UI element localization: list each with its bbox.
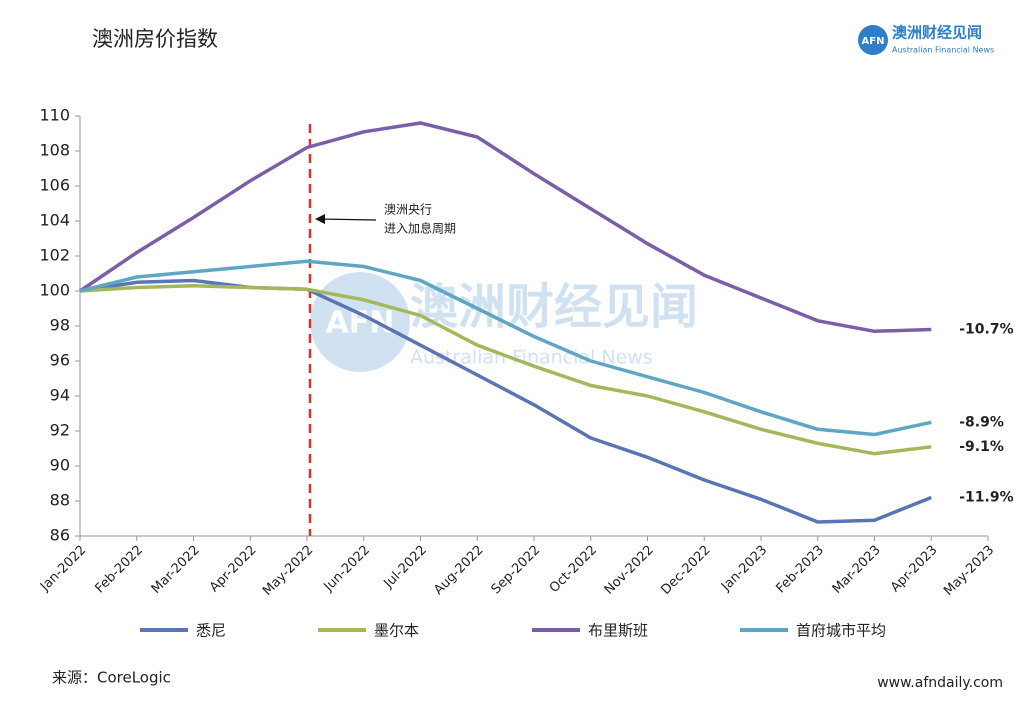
x-tick-label: May-2023 [941, 543, 997, 599]
y-tick-label: 108 [39, 141, 70, 160]
annotation-arrow [317, 218, 377, 221]
end-label: -10.7% [959, 322, 1013, 338]
x-tick-label: Nov-2022 [602, 543, 657, 598]
logo-circle [858, 25, 888, 55]
x-tick-label: Feb-2023 [773, 543, 827, 597]
logo-mark: AFN [862, 36, 885, 47]
end-label: -8.9% [959, 414, 1004, 430]
x-tick-label: Mar-2023 [830, 543, 884, 597]
legend-label: 首府城市平均 [796, 622, 886, 640]
x-tick-label: Sep-2022 [489, 543, 544, 598]
x-tick-label: Jan-2022 [37, 543, 89, 595]
y-tick-label: 94 [50, 386, 70, 405]
y-tick-label: 100 [39, 281, 70, 300]
y-tick-label: 88 [50, 491, 70, 510]
x-tick-label: Oct-2022 [547, 543, 600, 596]
source: 来源：CoreLogic [52, 669, 171, 687]
watermark-mark: AFN [326, 306, 395, 341]
y-tick-label: 96 [50, 351, 70, 370]
annotation-text: 澳洲央行 [384, 203, 432, 217]
legend-label: 布里斯班 [588, 622, 648, 640]
end-label: -11.9% [959, 490, 1013, 506]
series-line [79, 278, 932, 524]
x-tick-label: Apr-2023 [888, 543, 941, 596]
y-tick-label: 86 [50, 526, 70, 545]
x-tick-label: Apr-2022 [207, 543, 260, 596]
y-tick-label: 110 [39, 106, 70, 125]
x-tick-label: Jan-2023 [718, 543, 770, 595]
x-tick-label: Jun-2022 [321, 543, 373, 595]
legend-label: 墨尔本 [374, 622, 419, 640]
series-line [79, 284, 932, 456]
y-tick-label: 104 [39, 211, 70, 230]
y-tick-label: 106 [39, 176, 70, 195]
annotation-text: 进入加息周期 [384, 221, 456, 236]
logo-name: 澳洲财经见闻 [892, 24, 982, 42]
annotation-arrowhead [315, 214, 325, 224]
legend-label: 悉尼 [196, 622, 226, 640]
chart-title: 澳洲房价指数 [92, 27, 218, 51]
end-label: -9.1% [959, 439, 1004, 455]
website: www.afndaily.com [877, 675, 1003, 691]
series-line [79, 259, 932, 437]
y-tick-label: 98 [50, 316, 70, 335]
x-tick-label: Mar-2022 [149, 543, 203, 597]
series-line [79, 121, 932, 334]
watermark-name: 澳洲财经见闻 [410, 279, 698, 335]
x-tick-label: Jul-2022 [381, 543, 430, 592]
y-tick-label: 92 [50, 421, 70, 440]
x-tick-label: Aug-2022 [431, 543, 486, 598]
x-tick-label: Dec-2022 [658, 543, 713, 598]
watermark-circle [310, 272, 410, 372]
x-tick-label: Feb-2022 [92, 543, 146, 597]
y-tick-label: 102 [39, 246, 70, 265]
watermark: AFN 澳洲财经见闻 Australian Financial News [310, 272, 698, 372]
y-tick-label: 90 [50, 456, 70, 475]
x-tick-label: May-2022 [260, 543, 316, 599]
logo-subname: Australian Financial News [892, 46, 994, 55]
